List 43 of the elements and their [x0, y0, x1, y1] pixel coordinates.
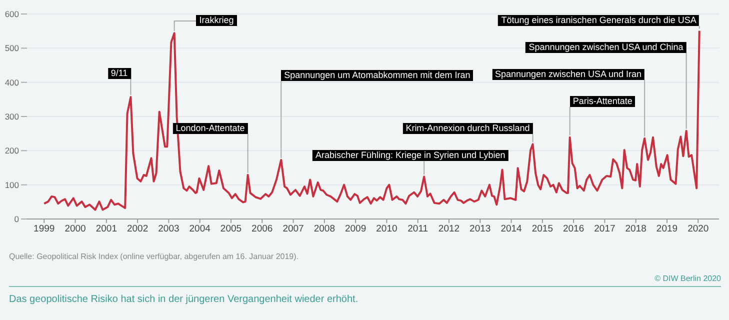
annotation: Paris-Attentate — [570, 96, 636, 107]
annotation: London-Attentate — [172, 123, 248, 134]
line-series — [43, 30, 700, 211]
annotation: Krim-Annexion durch Russland — [402, 123, 533, 134]
x-tick-label: 2014 — [500, 224, 522, 235]
x-tick-label: 2018 — [625, 224, 646, 235]
x-tick-label: 2011 — [408, 224, 428, 235]
x-tick-label: 2000 — [64, 224, 86, 235]
x-tick-label: 2019 — [656, 224, 678, 235]
x-tick-label: 2008 — [314, 224, 335, 235]
annotation: Tötung eines iranischen Generals durch die USA — [498, 15, 700, 26]
y-tick-label: 0 — [14, 214, 20, 224]
x-tick-label: 2006 — [252, 224, 273, 235]
x-tick-label: 2004 — [189, 224, 210, 235]
y-tick-label: 100 — [4, 180, 20, 190]
y-tick-label: 300 — [4, 112, 20, 122]
annotation: Arabischer Fühling: Kriege in Syrien und Lybien — [312, 150, 508, 161]
source-note: Quelle: Geopolitical Risk Index (online verfügbar, abgerufen am 16. Januar 2019). — [9, 252, 299, 261]
x-tick-label: 2013 — [470, 224, 491, 235]
x-tick-label: 2020 — [688, 224, 709, 235]
x-tick-label: 2015 — [532, 224, 553, 235]
x-tick-label: 2007 — [282, 224, 304, 235]
x-tick-label: 2002 — [126, 224, 148, 235]
x-tick-label: 2005 — [220, 224, 242, 235]
text: © DIW Berlin 2020 — [654, 274, 721, 283]
annotation: 9/11 — [108, 68, 131, 79]
x-tick-label: 2010 — [376, 224, 398, 235]
y-tick-label: 200 — [4, 146, 20, 156]
text: Das geopolitische Risiko hat sich in der jüngeren Vergangenheit wieder erhöht. — [9, 294, 358, 305]
x-tick-label: 2003 — [158, 224, 180, 235]
y-tick-label: 600 — [4, 9, 20, 20]
y-tick-label: 500 — [4, 43, 20, 54]
x-tick-label: 2016 — [562, 224, 584, 235]
annotation: Spannungen zwischen USA und China — [526, 42, 686, 53]
x-tick-label: 2012 — [438, 224, 460, 235]
x-tick-label: 1999 — [34, 224, 55, 235]
x-tick-label: 2009 — [344, 224, 366, 235]
annotation: Spannungen zwischen USA und Iran — [492, 69, 645, 80]
x-tick-label: 2001 — [96, 224, 117, 235]
annotation: Irakkrieg — [196, 15, 237, 26]
x-tick-label: 2017 — [594, 224, 616, 235]
annotation: Spannungen um Atomabkommen mit dem Iran — [281, 70, 474, 81]
y-tick-label: 400 — [4, 77, 20, 88]
